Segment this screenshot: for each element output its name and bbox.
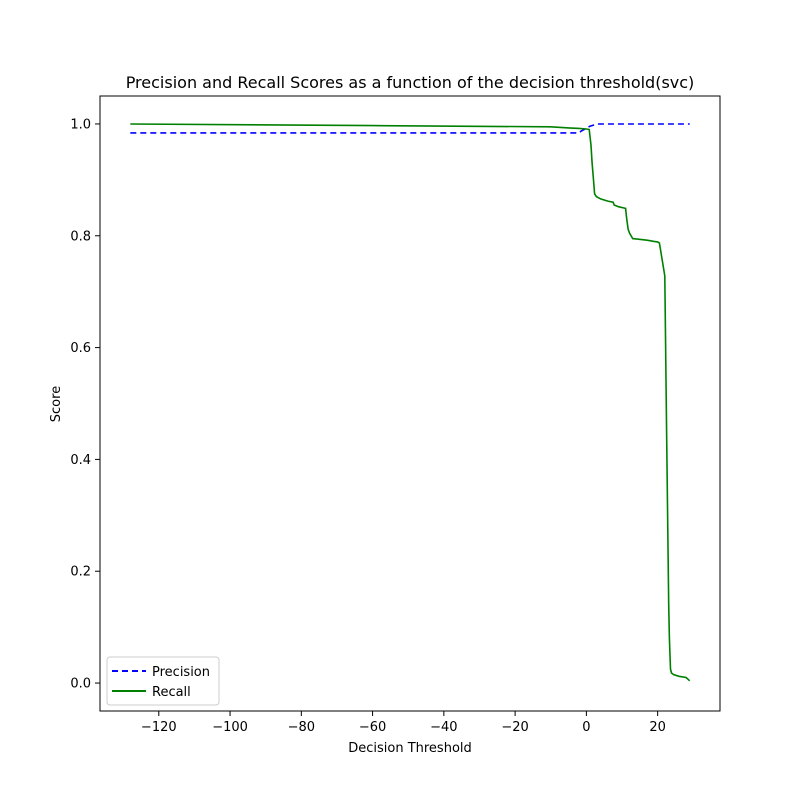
x-tick-label: −100: [212, 720, 248, 735]
legend-label-precision: Precision: [152, 665, 210, 680]
y-tick-label: 0.0: [70, 677, 91, 692]
x-tick-label: −40: [430, 720, 457, 735]
legend-label-recall: Recall: [152, 685, 191, 700]
chart-title: Precision and Recall Scores as a functio…: [126, 73, 695, 92]
y-tick-label: 0.8: [70, 229, 91, 244]
x-tick-label: −120: [141, 720, 177, 735]
y-tick-label: 0.4: [70, 453, 91, 468]
x-tick-label: −80: [288, 720, 315, 735]
y-axis-label: Score: [49, 386, 64, 422]
series-line-recall: [130, 123, 691, 682]
y-tick-label: 0.2: [70, 565, 91, 580]
y-tick-label: 1.0: [70, 117, 91, 132]
legend-box: [106, 656, 220, 706]
series-line-precision: [130, 123, 690, 134]
x-tick-label: 20: [649, 720, 666, 735]
axis-ticks: −120 −100 −80 −60 −40 −20 0 20 0.0 0.2 0.4 0.6 0.8 1.…: [70, 117, 666, 735]
x-tick-label: −60: [359, 720, 386, 735]
x-axis-label: Decision Threshold: [348, 741, 472, 756]
x-tick-label: −20: [501, 720, 528, 735]
legend: Precision Recall: [106, 656, 220, 706]
y-tick-label: 0.6: [70, 341, 91, 356]
axes-frame: [99, 95, 721, 712]
plot-area: [130, 123, 691, 682]
x-tick-label: 0: [582, 720, 590, 735]
